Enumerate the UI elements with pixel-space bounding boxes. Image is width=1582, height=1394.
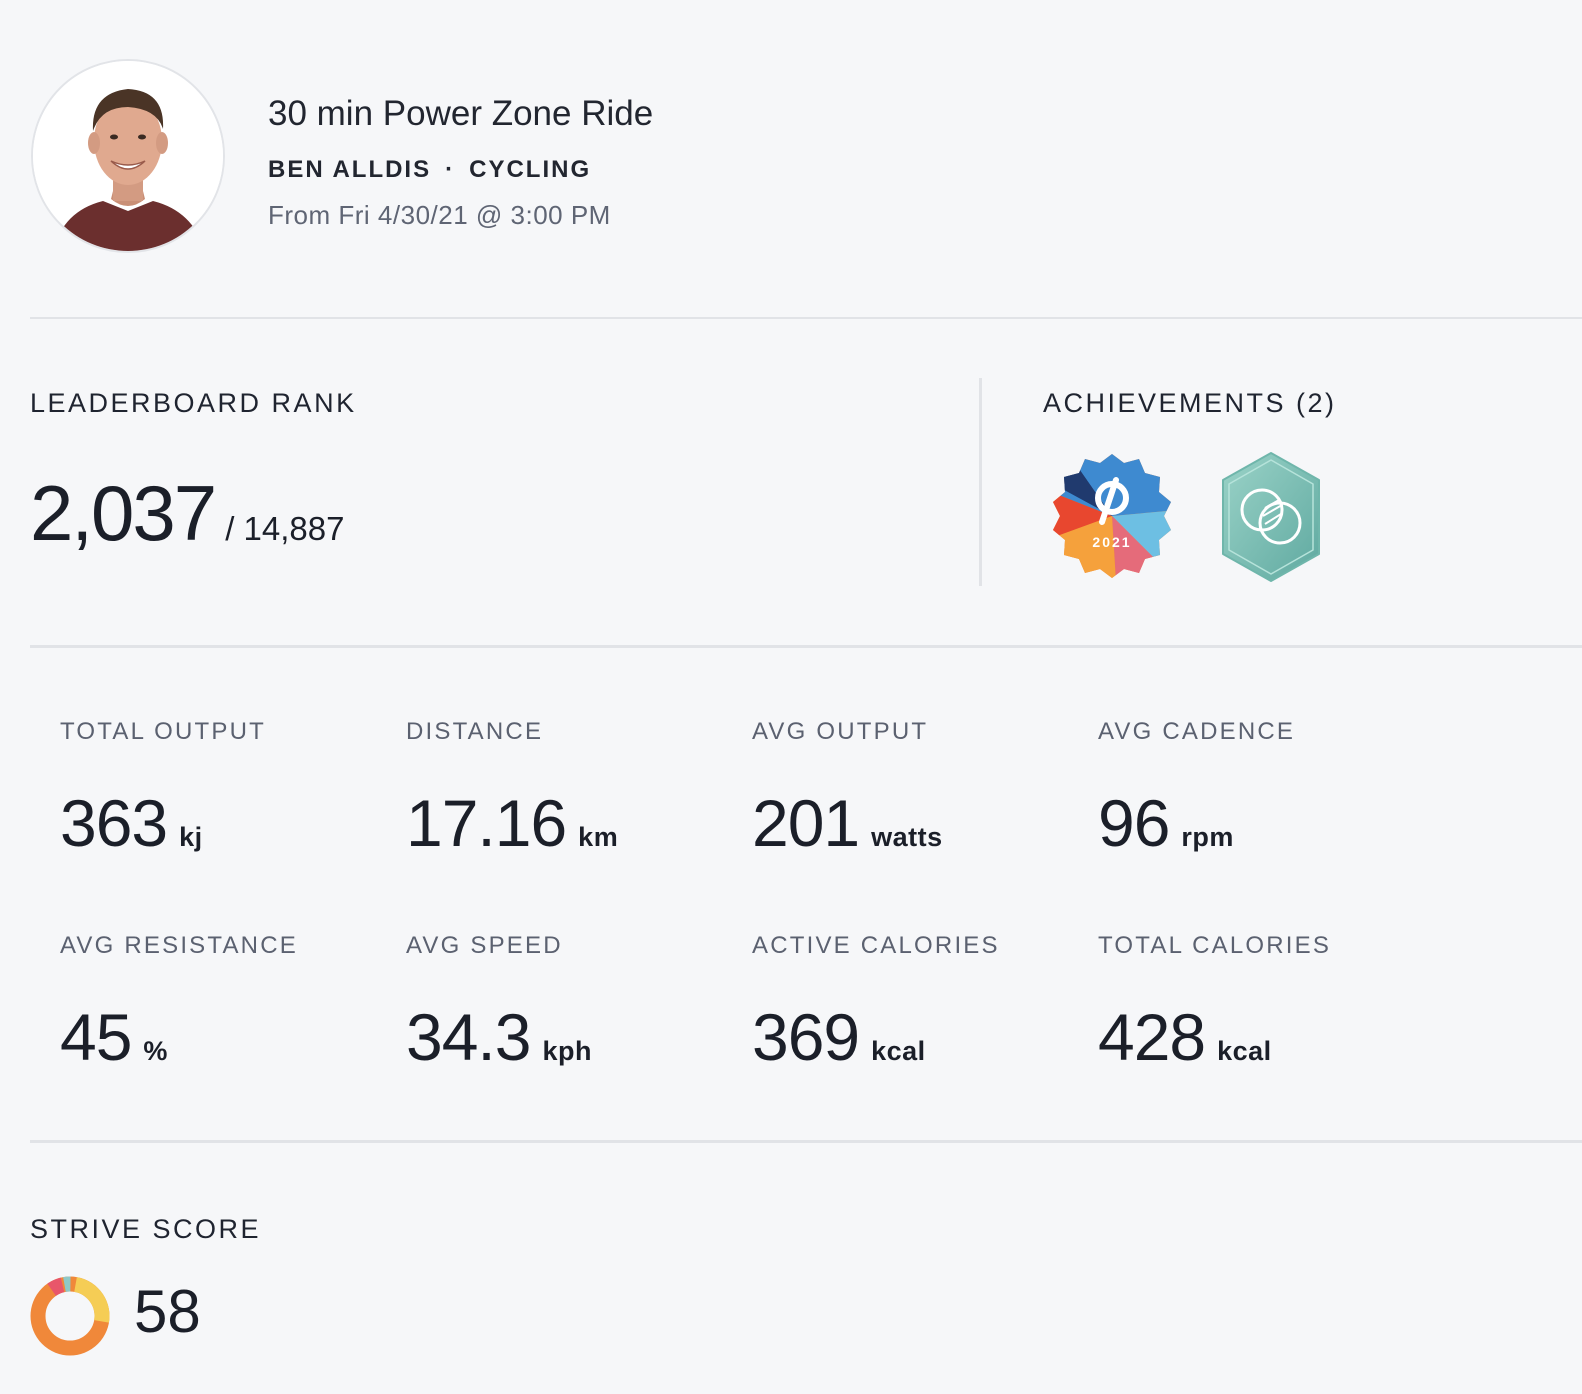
- class-subtitle: BEN ALLDIS · CYCLING: [268, 156, 591, 184]
- class-date: From Fri 4/30/21 @ 3:00 PM: [268, 200, 611, 230]
- divider: [30, 1140, 1582, 1143]
- metric-avg-speed: 34.3 kph: [406, 1004, 592, 1070]
- metric-value: 96: [1098, 786, 1170, 860]
- metric-value: 45: [60, 1000, 132, 1074]
- metric-label-total-calories: TOTAL CALORIES: [1098, 932, 1332, 959]
- strive-score-label: STRIVE SCORE: [30, 1214, 262, 1244]
- metric-avg-output: 201 watts: [752, 790, 943, 856]
- peloton-2021-badge-icon[interactable]: 2021: [1046, 450, 1178, 587]
- metric-label-distance: DISTANCE: [406, 718, 544, 745]
- strive-score-value: 58: [134, 1278, 201, 1345]
- metric-unit: kcal: [1217, 1036, 1272, 1066]
- leaderboard-rank: 2,037/ 14,887: [30, 468, 344, 559]
- instructor-portrait-icon: [33, 61, 223, 251]
- badge-year-text: 2021: [1092, 534, 1131, 550]
- separator-dot: ·: [445, 156, 456, 183]
- metric-value: 34.3: [406, 1000, 531, 1074]
- class-title: 30 min Power Zone Ride: [268, 94, 654, 133]
- metric-unit: rpm: [1181, 822, 1234, 852]
- instructor-avatar[interactable]: [31, 59, 225, 253]
- overlapping-circles-badge-icon[interactable]: [1219, 450, 1323, 589]
- leaderboard-rank-label: LEADERBOARD RANK: [30, 388, 357, 418]
- metric-unit: watts: [871, 822, 943, 852]
- achievements-label: ACHIEVEMENTS (2): [1043, 388, 1337, 418]
- metric-unit: km: [578, 822, 619, 852]
- metric-label-avg-output: AVG OUTPUT: [752, 718, 929, 745]
- strive-score-ring-icon[interactable]: [29, 1275, 111, 1362]
- metric-active-calories: 369 kcal: [752, 1004, 926, 1070]
- rank-value: 2,037: [30, 469, 217, 557]
- metric-value: 428: [1098, 1000, 1206, 1074]
- metric-distance: 17.16 km: [406, 790, 618, 856]
- metric-unit: %: [143, 1036, 168, 1066]
- metric-unit: kcal: [871, 1036, 926, 1066]
- instructor-name[interactable]: BEN ALLDIS: [268, 156, 432, 183]
- metric-label-total-output: TOTAL OUTPUT: [60, 718, 266, 745]
- metric-total-calories: 428 kcal: [1098, 1004, 1272, 1070]
- metric-label-avg-resistance: AVG RESISTANCE: [60, 932, 298, 959]
- metric-value: 201: [752, 786, 860, 860]
- divider: [30, 645, 1582, 648]
- divider: [30, 317, 1582, 319]
- vertical-divider: [979, 378, 982, 586]
- metric-value: 363: [60, 786, 168, 860]
- metric-label-avg-speed: AVG SPEED: [406, 932, 563, 959]
- metric-unit: kph: [542, 1036, 592, 1066]
- discipline-label: CYCLING: [469, 156, 592, 183]
- metric-label-active-calories: ACTIVE CALORIES: [752, 932, 1000, 959]
- metric-value: 17.16: [406, 786, 567, 860]
- metric-avg-resistance: 45%: [60, 1004, 168, 1070]
- metric-total-output: 363 kj: [60, 790, 203, 856]
- metric-avg-cadence: 96 rpm: [1098, 790, 1234, 856]
- rank-total: / 14,887: [225, 510, 345, 547]
- metric-label-avg-cadence: AVG CADENCE: [1098, 718, 1296, 745]
- metric-value: 369: [752, 1000, 860, 1074]
- metric-unit: kj: [179, 822, 203, 852]
